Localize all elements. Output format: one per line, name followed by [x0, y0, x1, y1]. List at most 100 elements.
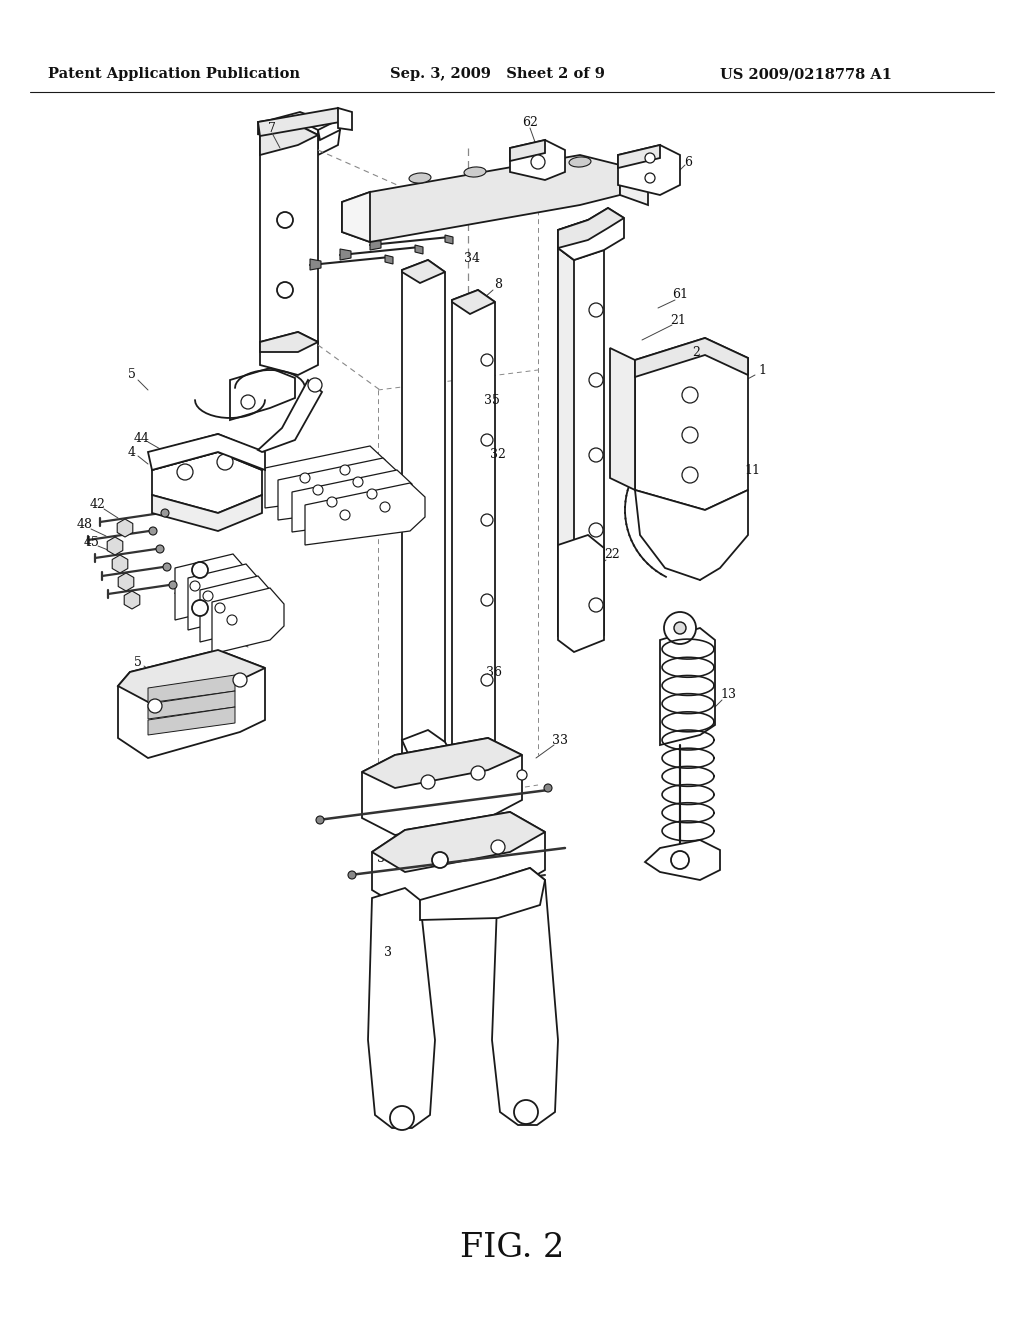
Polygon shape	[362, 738, 522, 836]
Text: 35: 35	[484, 393, 500, 407]
Circle shape	[589, 523, 603, 537]
Polygon shape	[152, 451, 262, 513]
Polygon shape	[175, 554, 247, 620]
Polygon shape	[645, 840, 720, 880]
Circle shape	[490, 840, 505, 854]
Polygon shape	[402, 730, 455, 770]
Polygon shape	[278, 458, 398, 520]
Polygon shape	[117, 519, 133, 537]
Circle shape	[169, 581, 177, 589]
Circle shape	[150, 527, 157, 535]
Polygon shape	[305, 483, 425, 545]
Polygon shape	[452, 290, 495, 792]
Polygon shape	[260, 125, 318, 154]
Polygon shape	[152, 495, 262, 531]
Polygon shape	[258, 112, 340, 154]
Text: Patent Application Publication: Patent Application Publication	[48, 67, 300, 81]
Circle shape	[316, 816, 324, 824]
Polygon shape	[258, 380, 322, 451]
Circle shape	[380, 502, 390, 512]
Polygon shape	[258, 108, 340, 136]
Circle shape	[589, 598, 603, 612]
Circle shape	[390, 1106, 414, 1130]
Polygon shape	[558, 209, 624, 260]
Text: 13: 13	[720, 689, 736, 701]
Polygon shape	[292, 470, 412, 532]
Circle shape	[193, 562, 208, 578]
Circle shape	[645, 173, 655, 183]
Polygon shape	[212, 587, 284, 653]
Ellipse shape	[519, 162, 541, 172]
Polygon shape	[118, 649, 265, 702]
Polygon shape	[558, 220, 604, 648]
Polygon shape	[124, 591, 140, 609]
Polygon shape	[618, 145, 660, 168]
Polygon shape	[660, 628, 715, 744]
Polygon shape	[148, 690, 234, 719]
Circle shape	[531, 154, 545, 169]
Circle shape	[645, 153, 655, 162]
Text: 40: 40	[174, 586, 190, 598]
Polygon shape	[148, 708, 234, 735]
Polygon shape	[260, 333, 318, 352]
Circle shape	[348, 871, 356, 879]
Circle shape	[278, 213, 293, 228]
Polygon shape	[342, 154, 620, 242]
Circle shape	[217, 454, 233, 470]
Polygon shape	[372, 812, 545, 909]
Polygon shape	[362, 738, 522, 788]
Polygon shape	[113, 554, 128, 573]
Circle shape	[227, 615, 237, 624]
Text: US 2009/0218778 A1: US 2009/0218778 A1	[720, 67, 892, 81]
Polygon shape	[152, 434, 262, 470]
Text: 46: 46	[227, 631, 243, 644]
Polygon shape	[558, 248, 574, 648]
Polygon shape	[148, 675, 234, 704]
Polygon shape	[148, 434, 265, 470]
Circle shape	[481, 675, 493, 686]
Polygon shape	[385, 255, 393, 264]
Circle shape	[481, 354, 493, 366]
Text: 47: 47	[187, 602, 203, 615]
Text: 1: 1	[758, 363, 766, 376]
Text: 8: 8	[494, 279, 502, 292]
Circle shape	[313, 484, 323, 495]
Polygon shape	[368, 888, 435, 1129]
Polygon shape	[452, 290, 495, 314]
Text: 31: 31	[377, 851, 393, 865]
Text: FIG. 2: FIG. 2	[460, 1232, 564, 1265]
Circle shape	[233, 673, 247, 686]
Circle shape	[308, 378, 322, 392]
Circle shape	[664, 612, 696, 644]
Polygon shape	[402, 260, 445, 282]
Polygon shape	[420, 869, 545, 920]
Polygon shape	[635, 490, 748, 579]
Text: 48: 48	[77, 519, 93, 532]
Circle shape	[300, 473, 310, 483]
Polygon shape	[342, 191, 370, 242]
Circle shape	[177, 465, 193, 480]
Polygon shape	[340, 249, 351, 260]
Polygon shape	[610, 348, 635, 490]
Circle shape	[589, 304, 603, 317]
Polygon shape	[265, 446, 385, 508]
Polygon shape	[260, 125, 318, 352]
Polygon shape	[338, 108, 352, 129]
Ellipse shape	[569, 157, 591, 168]
Circle shape	[148, 700, 162, 713]
Circle shape	[682, 426, 698, 444]
Text: 5: 5	[128, 368, 136, 381]
Circle shape	[367, 488, 377, 499]
Ellipse shape	[409, 173, 431, 183]
Text: 6: 6	[684, 156, 692, 169]
Circle shape	[544, 784, 552, 792]
Polygon shape	[118, 649, 265, 758]
Polygon shape	[620, 165, 648, 205]
Circle shape	[215, 603, 225, 612]
Circle shape	[589, 374, 603, 387]
Polygon shape	[492, 869, 558, 1125]
Circle shape	[514, 1100, 538, 1125]
Circle shape	[481, 594, 493, 606]
Polygon shape	[318, 120, 340, 140]
Polygon shape	[188, 564, 260, 630]
